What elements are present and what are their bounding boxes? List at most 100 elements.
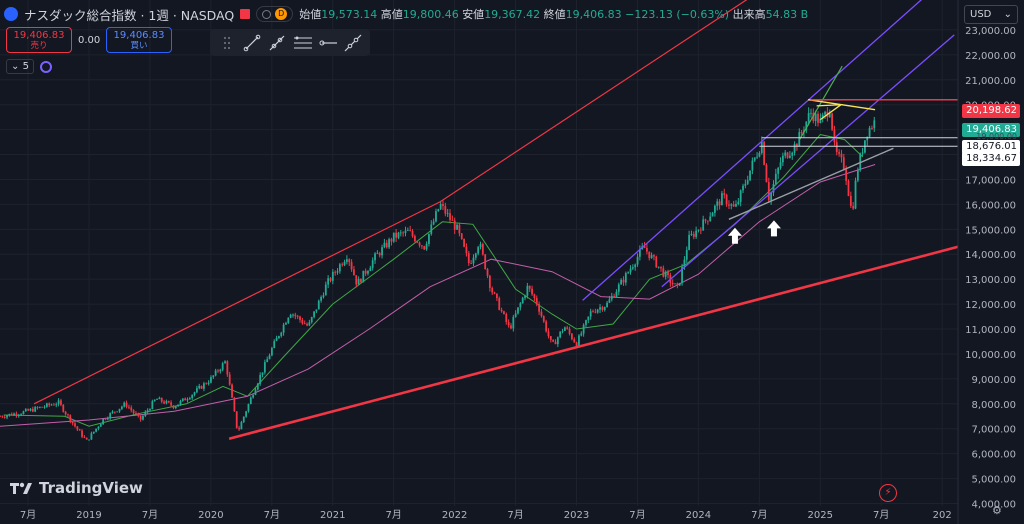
candle-body — [868, 127, 871, 137]
candle-body — [648, 251, 651, 259]
candle-body — [873, 120, 876, 129]
candle-body — [805, 121, 808, 131]
ma_fast-line — [3, 134, 864, 427]
price-label-level-b[interactable]: 18,334.67 — [962, 152, 1020, 166]
ray-tool-icon[interactable] — [266, 33, 288, 53]
candle-body — [631, 267, 634, 269]
candle-body — [486, 269, 489, 276]
status-pill[interactable]: D — [256, 6, 294, 22]
candle-body — [484, 254, 487, 270]
flag-icon[interactable] — [240, 9, 251, 19]
candle-body — [561, 330, 564, 332]
candle-body — [195, 388, 198, 393]
symbol-title[interactable]: ナスダック総合指数 · 1週 · NASDAQ — [24, 7, 235, 23]
candle-body — [423, 246, 426, 250]
candle-body — [399, 232, 402, 234]
candle-body — [67, 414, 69, 416]
candle-body — [6, 415, 8, 418]
candle-body — [699, 229, 702, 231]
indicators-collapse-button[interactable]: ⌄ 5 — [6, 59, 34, 74]
candle-body — [263, 362, 266, 373]
candle-body — [470, 263, 473, 264]
candle-body — [453, 220, 456, 230]
price-label-current[interactable]: 19,406.83 — [962, 123, 1020, 137]
extended-line-tool-icon[interactable] — [342, 33, 364, 53]
trend-drawings[interactable] — [33, 0, 959, 440]
candle-body — [256, 383, 259, 390]
candle-body — [781, 155, 784, 163]
drag-handle-icon[interactable] — [216, 33, 238, 53]
candle-body — [15, 413, 18, 416]
candle-body — [845, 169, 848, 181]
candle-body — [467, 253, 470, 264]
trend-line-tool-icon[interactable] — [241, 33, 263, 53]
candle-body — [221, 363, 224, 370]
candle-body — [402, 232, 405, 234]
up-arrow-icon — [727, 227, 742, 244]
time-axis[interactable]: 7月 2019 7月 2020 7月 2021 7月 2022 7月 2023 7月 2024 7月 20… — [20, 509, 952, 521]
x-tick-label: 7月 — [385, 509, 401, 521]
buy-button[interactable]: 19,406.83 買い — [106, 27, 172, 53]
candle-body — [842, 157, 845, 170]
candle-body — [592, 311, 594, 313]
candle-body — [732, 204, 735, 207]
price-label-resistance[interactable]: 20,198.62 — [962, 104, 1020, 118]
candle-body — [139, 415, 142, 420]
candle-body — [601, 307, 604, 310]
candle-body — [488, 275, 491, 289]
candle-body — [128, 406, 130, 408]
price-label-level-a[interactable]: 18,676.01 — [962, 140, 1020, 154]
candle-body — [142, 415, 144, 420]
candle-body — [104, 418, 107, 420]
candle-body — [378, 253, 381, 256]
candle-body — [172, 405, 175, 408]
candle-body — [156, 399, 158, 400]
candle-body — [528, 285, 531, 289]
candle-body — [310, 317, 313, 323]
candle-body — [636, 256, 639, 265]
candle-body — [85, 437, 88, 440]
candle-body — [810, 112, 812, 114]
candle-body — [212, 375, 215, 378]
candle-body — [381, 247, 383, 256]
close-value: 19,406.83 — [565, 8, 622, 21]
sell-button[interactable]: 19,406.83 売り — [6, 27, 72, 53]
candle-body — [751, 160, 754, 171]
candle-body — [88, 439, 90, 441]
candle-body — [64, 411, 67, 415]
candle-body — [477, 247, 480, 254]
candle-body — [97, 426, 100, 429]
candle-body — [287, 317, 290, 323]
candle-body — [233, 397, 236, 412]
fib-tool-icon[interactable] — [292, 33, 314, 53]
settings-gear-icon[interactable]: ⚙ — [992, 504, 1002, 517]
candle-body — [331, 271, 334, 281]
indicator-icon[interactable] — [39, 60, 52, 73]
x-tick-label: 2023 — [564, 510, 589, 521]
candle-body — [353, 269, 355, 276]
candle-body — [301, 319, 304, 324]
y-tick-label: 16,000.00 — [965, 200, 1016, 211]
lightning-icon[interactable]: ⚡ — [879, 484, 897, 502]
candle-body — [240, 422, 243, 430]
sell-price: 19,406.83 — [13, 30, 65, 41]
candle-body — [800, 132, 803, 133]
candle-body — [338, 264, 341, 272]
horizontal-ray-tool-icon[interactable] — [317, 33, 339, 53]
tradingview-logo[interactable]: TradingView — [10, 479, 143, 497]
candle-body — [45, 403, 48, 407]
candle-body — [13, 413, 15, 416]
currency-select[interactable]: USD ⌄ — [964, 5, 1018, 24]
candle-body — [69, 415, 72, 422]
candle-body — [620, 279, 623, 285]
price-axis[interactable]: 4,000.00 5,000.00 6,000.00 7,000.00 8,000.00… — [957, 0, 1016, 524]
candle-body — [711, 212, 714, 217]
candle-body — [409, 230, 412, 232]
candle-body — [336, 271, 339, 273]
y-tick-label: 10,000.00 — [965, 350, 1016, 361]
candle-body — [327, 278, 330, 285]
candle-body — [784, 152, 787, 156]
candle-body — [74, 423, 76, 427]
indicator-count: 5 — [22, 61, 29, 72]
